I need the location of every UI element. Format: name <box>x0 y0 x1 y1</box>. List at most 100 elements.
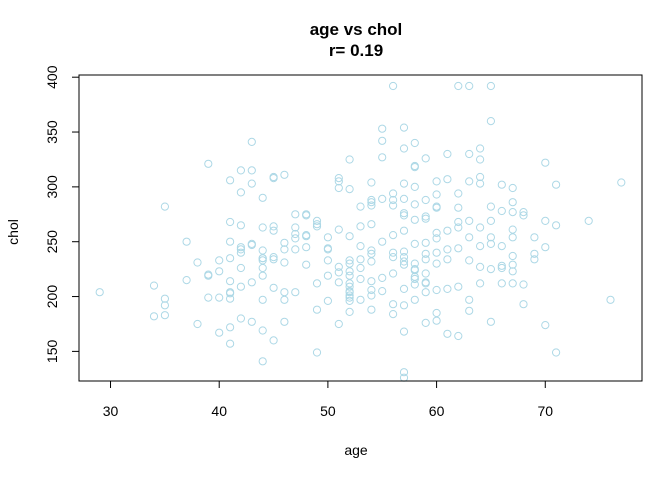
data-point <box>367 305 376 314</box>
y-axis: 150 200 250 300 350 400 <box>44 65 80 363</box>
data-point <box>258 357 267 366</box>
data-point <box>182 237 191 246</box>
data-point <box>236 245 245 254</box>
data-point <box>519 211 528 220</box>
data-point <box>356 263 365 273</box>
data-point <box>236 243 245 252</box>
data-point <box>345 291 354 300</box>
data-point <box>149 312 159 321</box>
data-point <box>334 319 343 329</box>
data-point <box>497 206 506 216</box>
y-tick-label: 400 <box>44 65 60 89</box>
data-point <box>378 273 387 282</box>
data-point <box>160 202 169 211</box>
data-point <box>323 233 332 242</box>
data-point <box>454 244 463 253</box>
data-point <box>215 267 224 276</box>
data-point <box>421 288 430 297</box>
data-point <box>410 265 419 274</box>
data-point <box>508 260 517 269</box>
data-point <box>334 177 343 186</box>
data-point <box>476 144 485 153</box>
data-point <box>378 136 387 145</box>
data-point <box>204 270 213 279</box>
data-point <box>334 174 343 183</box>
data-point <box>345 185 354 194</box>
data-point <box>508 208 517 217</box>
data-point <box>389 231 398 240</box>
data-point <box>356 274 365 284</box>
data-point <box>454 189 463 198</box>
data-point <box>497 263 506 273</box>
data-point <box>486 216 495 225</box>
data-point <box>508 251 517 261</box>
data-point <box>269 172 278 182</box>
chart-title: age vs chol <box>310 20 403 39</box>
data-point <box>519 300 528 309</box>
data-point <box>334 225 343 234</box>
data-point <box>465 256 474 265</box>
data-point <box>399 144 409 153</box>
data-point <box>421 255 430 264</box>
data-point <box>269 283 278 292</box>
data-point <box>182 276 191 285</box>
data-point <box>552 221 561 230</box>
data-point <box>410 138 419 148</box>
data-point <box>258 254 267 263</box>
data-point <box>432 308 441 318</box>
chart-subtitle: r= 0.19 <box>329 41 383 60</box>
data-point <box>367 246 376 255</box>
data-points <box>95 81 626 382</box>
data-point <box>269 255 278 264</box>
data-point <box>399 257 409 266</box>
data-point <box>258 295 267 304</box>
data-point <box>421 214 430 223</box>
data-point <box>302 210 311 219</box>
data-point <box>454 331 463 341</box>
data-point <box>345 232 354 241</box>
data-point <box>291 234 300 243</box>
data-point <box>323 271 332 280</box>
data-point <box>280 288 289 297</box>
data-point <box>334 278 343 287</box>
data-point <box>443 245 452 254</box>
data-point <box>204 159 213 168</box>
data-point <box>356 242 365 251</box>
data-point <box>367 285 376 295</box>
data-point <box>617 178 626 187</box>
data-point <box>389 310 398 319</box>
data-point <box>215 328 224 337</box>
data-point <box>291 245 300 254</box>
data-point <box>389 300 398 309</box>
data-point <box>486 202 495 211</box>
data-point <box>486 117 495 126</box>
data-point <box>421 269 430 278</box>
data-point <box>215 293 224 302</box>
data-point <box>356 255 365 264</box>
data-point <box>519 208 528 217</box>
data-point <box>476 179 485 188</box>
data-point <box>345 256 354 265</box>
data-point <box>247 317 256 326</box>
data-point <box>432 248 441 257</box>
data-point <box>465 81 474 91</box>
data-point <box>258 246 267 255</box>
data-point <box>399 253 409 262</box>
data-point <box>356 222 365 231</box>
data-point <box>410 295 419 304</box>
data-point <box>291 210 300 219</box>
data-point <box>486 81 495 91</box>
data-point <box>345 259 354 268</box>
data-point <box>236 282 245 291</box>
data-point <box>258 271 267 280</box>
data-point <box>530 249 539 258</box>
data-point <box>247 166 256 175</box>
data-point <box>410 215 419 224</box>
data-point <box>421 238 430 247</box>
data-point <box>236 314 245 323</box>
data-point <box>312 305 322 314</box>
data-point <box>312 216 322 225</box>
data-point <box>378 287 387 296</box>
data-point <box>367 195 376 205</box>
